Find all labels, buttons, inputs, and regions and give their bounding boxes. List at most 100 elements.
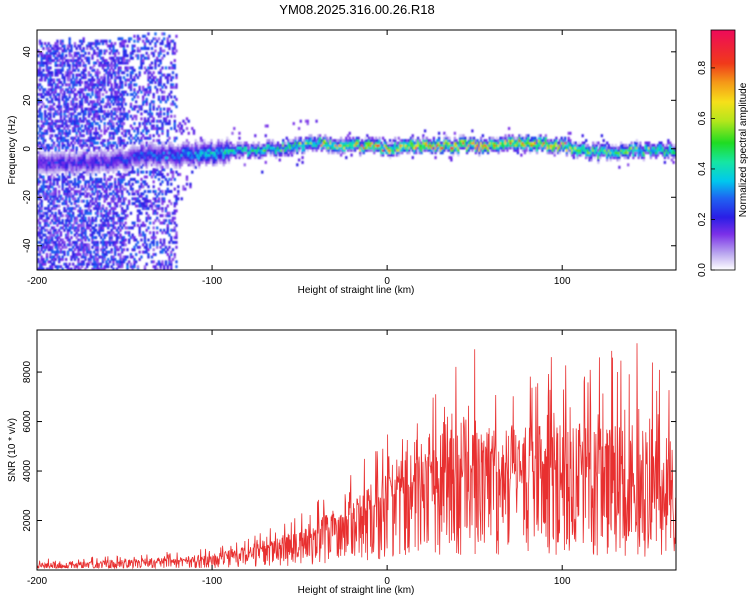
- spectrogram-cell: [290, 143, 294, 147]
- spectrogram-cell: [170, 267, 173, 270]
- spectrogram-cell: [96, 76, 99, 80]
- spectrogram-cell: [129, 236, 133, 240]
- spectrogram-cell: [206, 160, 210, 164]
- spectrogram-cell: [66, 253, 70, 257]
- spectrogram-cell: [159, 80, 162, 84]
- spectrogram-cell: [385, 146, 388, 150]
- spectrogram-cell: [119, 148, 122, 152]
- spectrogram-cell: [47, 156, 50, 160]
- spectrogram-cell: [131, 127, 134, 131]
- spectrogram-cell: [152, 156, 155, 160]
- spectrogram-cell: [126, 114, 129, 118]
- spectrogram-cell: [124, 51, 127, 55]
- spectrogram-cell: [79, 253, 82, 257]
- spectrogram-cell: [222, 158, 225, 162]
- spectrogram-cell: [70, 219, 73, 223]
- spectrogram-cell: [37, 221, 40, 225]
- spectrogram-cell: [173, 204, 176, 208]
- spectrogram-cell: [346, 134, 350, 138]
- spectrogram-cell: [70, 71, 73, 75]
- spectrogram-cell: [329, 141, 332, 145]
- spectrogram-cell: [163, 97, 166, 101]
- spectrogram-cell: [114, 51, 117, 55]
- spectrogram-cell: [70, 192, 73, 196]
- spectrogram-cell: [47, 122, 50, 126]
- spectrogram-cell: [96, 245, 99, 249]
- spectrogram-cell: [96, 136, 99, 140]
- spectrogram-cell: [129, 139, 133, 143]
- spectrogram-cell: [100, 240, 103, 244]
- spectrogram-cell: [166, 248, 169, 252]
- spectrogram-cell: [63, 223, 66, 227]
- spectrogram-cell: [122, 139, 126, 143]
- spectrogram-cell: [121, 262, 124, 266]
- spectrogram-cell: [121, 236, 124, 240]
- spectrogram-cell: [65, 59, 68, 63]
- spectrogram-cell: [65, 124, 68, 128]
- spectrogram-cell: [115, 211, 119, 215]
- spectrogram-cell: [38, 66, 42, 70]
- spectrogram-cell: [38, 253, 42, 257]
- spectrogram-cell: [103, 110, 106, 114]
- spectrogram-cell: [84, 190, 87, 194]
- spectrogram-cell: [96, 122, 99, 126]
- spectrogram-cell: [164, 85, 168, 89]
- spectrogram-cell: [122, 71, 126, 75]
- spectrogram-cell: [152, 265, 155, 269]
- spectrogram-cell: [45, 129, 49, 133]
- spectrogram-cell: [75, 265, 78, 269]
- spectrogram-cell: [91, 66, 94, 70]
- spectrogram-cell: [157, 114, 161, 118]
- spectrogram-cell: [157, 141, 161, 145]
- spectrogram-cell: [65, 95, 68, 99]
- spectrogram-cell: [133, 151, 136, 155]
- spectrogram-cell: [82, 170, 85, 174]
- spectrogram-cell: [87, 163, 91, 167]
- spectrogram-cell: [37, 136, 40, 140]
- spectrogram-cell: [115, 131, 119, 135]
- spectrogram-cell: [75, 119, 78, 123]
- spectrogram-cell: [143, 127, 147, 131]
- spectrogram-cell: [37, 267, 40, 270]
- spectrogram-cell: [122, 100, 126, 104]
- spectrogram-cell: [170, 228, 173, 232]
- spectrogram-cell: [140, 177, 143, 181]
- spectrogram-cell: [54, 146, 57, 150]
- spectrogram-cell: [150, 61, 154, 65]
- spectrogram-cell: [173, 151, 176, 155]
- spectrogram-cell: [152, 260, 155, 264]
- spectrogram-cell: [117, 129, 120, 133]
- spectrogram-cell: [84, 243, 87, 247]
- spectrogram-cell: [115, 95, 119, 99]
- spectrogram-cell: [191, 148, 194, 152]
- spectrogram-cell: [49, 107, 52, 111]
- spectrogram-cell: [54, 56, 57, 60]
- spectrogram-cell: [138, 228, 141, 232]
- spectrogram-cell: [373, 151, 376, 155]
- spectrogram-cell: [149, 151, 152, 155]
- spectrogram-cell: [404, 148, 407, 152]
- spectrogram-cell: [82, 151, 85, 155]
- spectrogram-cell: [164, 214, 168, 218]
- spectrogram-cell: [105, 190, 108, 194]
- spectrogram-cell: [58, 129, 61, 133]
- spectrogram-cell: [86, 199, 89, 203]
- spectrogram-cell: [338, 141, 341, 145]
- spectrogram-cell: [86, 148, 89, 152]
- spectrogram-cell: [353, 141, 357, 145]
- spectrogram-cell: [128, 233, 131, 237]
- spectrogram-cell: [84, 236, 87, 240]
- spectrogram-cell: [154, 267, 157, 270]
- spectrogram-cell: [100, 163, 103, 167]
- spectrogram-cell: [262, 153, 266, 157]
- spectrogram-cell: [77, 168, 80, 172]
- spectrogram-cell: [52, 190, 56, 194]
- spectrogram-cell: [45, 165, 49, 169]
- spectrogram-cell: [441, 151, 444, 155]
- spectrogram-cell: [80, 187, 84, 191]
- spectrogram-cell: [47, 146, 50, 150]
- spectrogram-cell: [178, 148, 182, 152]
- spectrogram-cell: [93, 265, 96, 269]
- spectrogram-cell: [142, 102, 145, 106]
